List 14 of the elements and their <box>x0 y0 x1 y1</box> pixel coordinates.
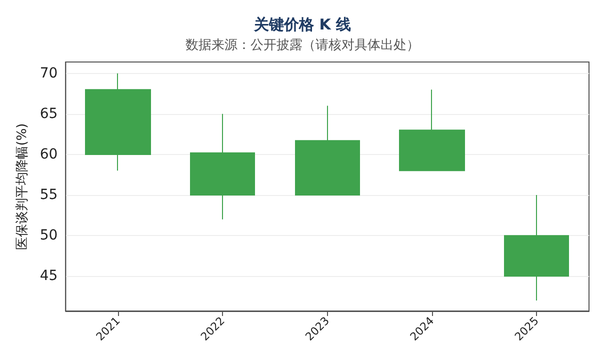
y-tick-label: 55 <box>40 187 58 204</box>
candlestick <box>504 194 569 301</box>
candlestick <box>295 105 360 196</box>
candlestick <box>399 89 465 172</box>
y-tick-label: 50 <box>40 228 58 244</box>
y-tick-label: 65 <box>40 106 58 122</box>
chart-subtitle: 数据来源：公开披露（请核对具体出处） <box>186 38 420 53</box>
y-tick-label: 45 <box>40 268 58 284</box>
y-axis-title: 医保谈判平均降幅(%) <box>15 123 30 250</box>
candlestick <box>190 113 255 220</box>
y-tick-label: 60 <box>40 146 58 162</box>
candlestick <box>85 72 151 172</box>
y-tick-label: 70 <box>40 65 58 82</box>
chart-title: 关键价格 K 线 <box>252 16 352 34</box>
